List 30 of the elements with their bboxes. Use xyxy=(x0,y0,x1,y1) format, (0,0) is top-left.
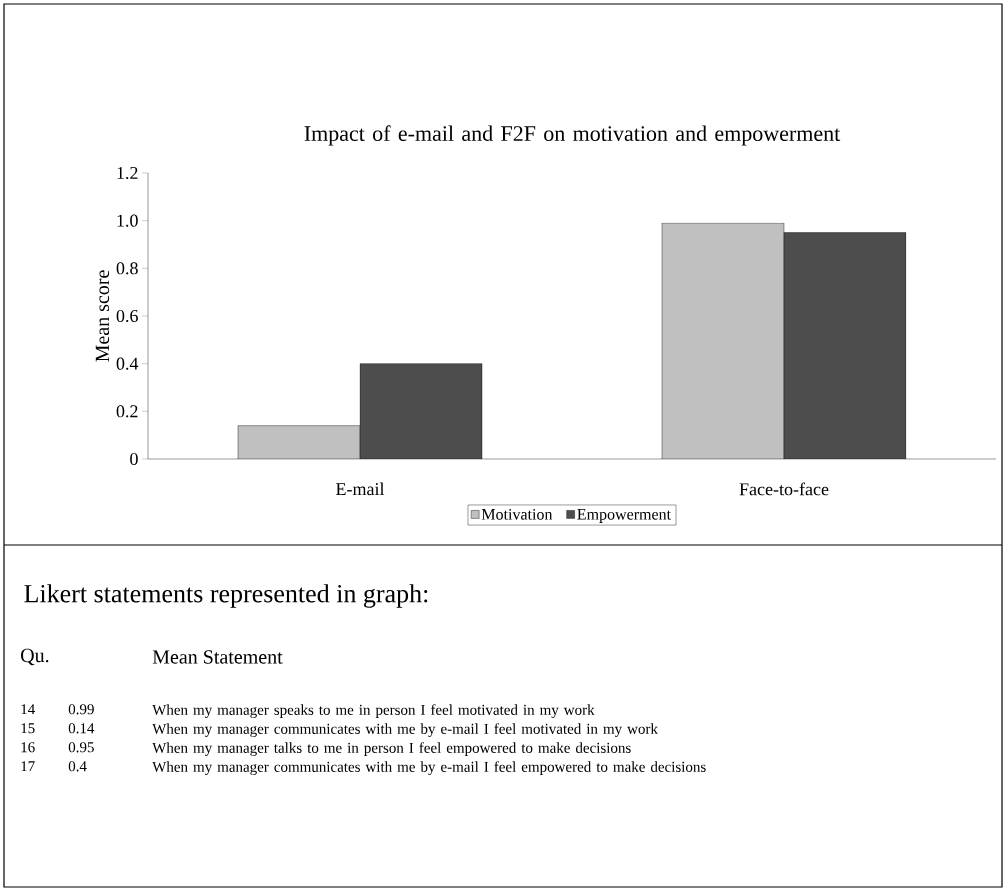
text: 0.14 xyxy=(68,723,95,734)
text: Likert statements represented in graph: xyxy=(24,584,428,608)
y-tick-label: 0.6 xyxy=(116,309,138,323)
text: 15 xyxy=(21,723,35,734)
legend-label: Empowerment xyxy=(577,509,671,523)
text: When my manager communicates with me by e-mail I feel motivated in my work xyxy=(152,723,658,737)
y-tick-label: 0.8 xyxy=(116,262,138,275)
text: 14 xyxy=(21,704,35,715)
text: When my manager speaks to me in person I feel motivated in my work xyxy=(152,704,595,718)
y-axis-title: Mean score xyxy=(95,270,110,362)
text: When my manager talks to me in person I feel empowered to make decisions xyxy=(152,742,631,756)
chart-title: Impact of e-mail and F2F on motivation and empowerment xyxy=(304,125,841,146)
text: Mean Statement xyxy=(152,650,283,664)
text: 16 xyxy=(21,742,35,753)
text: Qu. xyxy=(21,648,49,666)
y-tick-label: 0 xyxy=(130,452,138,466)
text: 0.99 xyxy=(68,704,94,715)
y-tick-label: 0.4 xyxy=(116,357,139,370)
x-tick-label: E-mail xyxy=(336,482,385,496)
y-tick-label: 1.2 xyxy=(117,166,138,180)
text: 0.4 xyxy=(68,761,87,772)
x-tick-label: Face-to-face xyxy=(739,482,829,496)
text: 17 xyxy=(21,761,35,772)
bar xyxy=(661,222,785,459)
text: 0.95 xyxy=(68,742,94,753)
y-tick-label: 0.2 xyxy=(116,405,138,418)
text: When my manager communicates with me by e-mail I feel empowered to make decisions xyxy=(152,761,706,775)
legend-label: Motivation xyxy=(481,508,553,520)
y-tick-label: 1.0 xyxy=(117,214,138,227)
bar xyxy=(238,425,361,459)
